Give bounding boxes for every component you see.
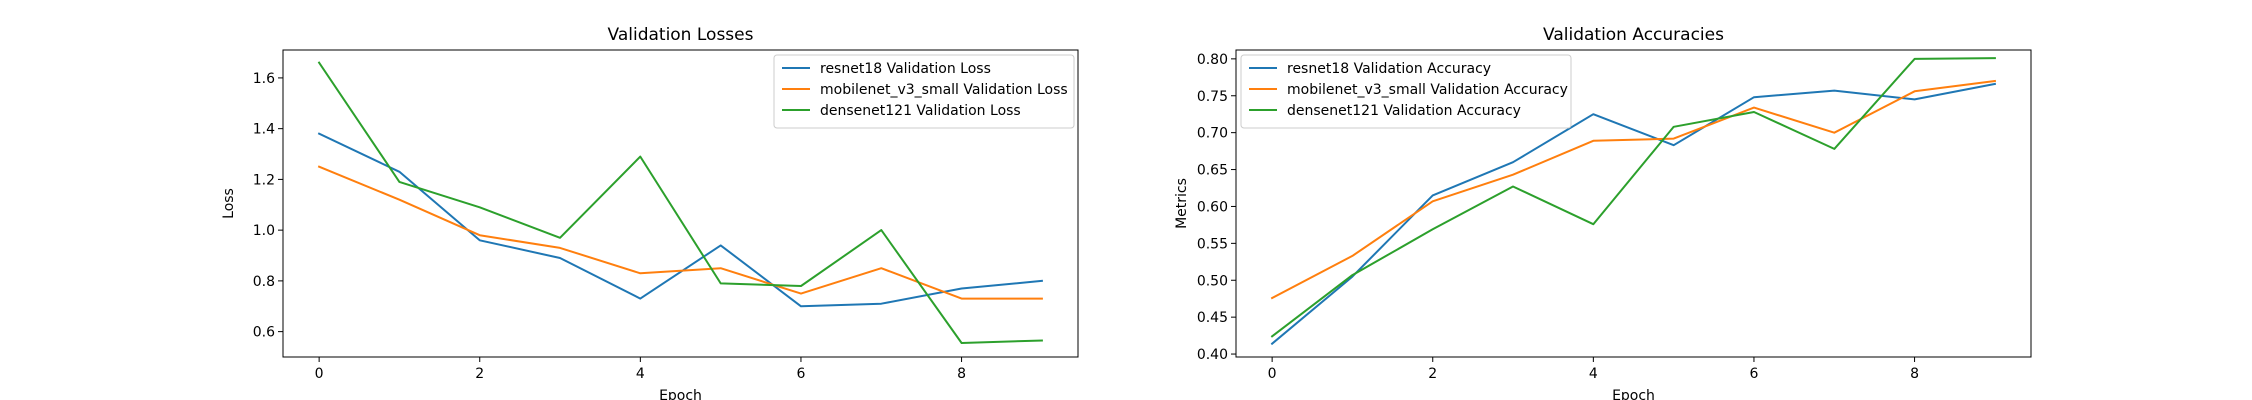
series-line-2 (317, 61, 1043, 344)
x-tick-label: 2 (475, 366, 484, 382)
legend-label-0: resnet18 Validation Accuracy (1287, 61, 1491, 77)
y-tick-label: 1.0 (253, 223, 275, 239)
y-tick-label: 0.80 (1197, 52, 1228, 68)
legend-box (773, 54, 1075, 129)
series-line-0 (1270, 82, 1997, 346)
x-tick-label: 8 (957, 366, 966, 382)
x-tick-label: 6 (1749, 366, 1758, 382)
series-line-0 (317, 132, 1043, 308)
x-tick-label: 6 (796, 366, 805, 382)
chart-title: Validation Accuracies (1543, 25, 1724, 45)
series-line-2 (1270, 57, 1996, 338)
legend-label-2: densenet121 Validation Loss (820, 103, 1021, 119)
legend-label-2: densenet121 Validation Accuracy (1287, 103, 1521, 119)
legend-label-1: mobilenet_v3_small Validation Loss (820, 82, 1068, 98)
y-tick-label: 0.50 (1197, 273, 1228, 289)
x-tick-label: 8 (1910, 366, 1919, 382)
y-tick-label: 0.55 (1197, 236, 1228, 252)
y-tick-label: 0.8 (253, 274, 275, 290)
legend: resnet18 Validation Loss mobilenet_v3_sma… (773, 54, 1075, 129)
y-tick-label: 0.70 (1197, 126, 1228, 142)
y-tick-label: 0.40 (1197, 347, 1228, 363)
x-tick-label: 4 (636, 366, 645, 382)
y-tick-label: 0.65 (1197, 163, 1228, 179)
validation-losses-chart: 0 2 4 6 8 0.6 0.8 1.0 1.2 1.4 1.6 Validation Losses… (221, 25, 1079, 400)
y-tick-label: 1.6 (253, 71, 275, 87)
y-tick-label: 1.2 (253, 172, 275, 188)
y-axis-label: Metrics (1174, 178, 1190, 229)
y-tick-label: 0.6 (253, 325, 275, 341)
series-line-1 (317, 165, 1043, 300)
series-line-1 (1270, 79, 1997, 300)
plot-frame (282, 49, 1079, 358)
x-tick-label: 0 (1268, 366, 1277, 382)
legend-label-0: resnet18 Validation Loss (820, 61, 991, 77)
x-tick-label: 4 (1589, 366, 1598, 382)
x-axis-label: Epoch (1612, 388, 1655, 400)
x-tick-label: 2 (1428, 366, 1437, 382)
validation-accuracies-chart: 0 2 4 6 8 0.40 0.45 0.50 0.55 0.60 0.65 0.70 0.75 0.8… (1174, 25, 2032, 400)
legend-label-1: mobilenet_v3_small Validation Accuracy (1287, 82, 1568, 98)
y-tick-label: 0.45 (1197, 310, 1228, 326)
y-tick-label: 0.60 (1197, 199, 1228, 215)
y-axis-label: Loss (221, 188, 237, 219)
y-tick-label: 0.75 (1197, 89, 1228, 105)
legend-box (1240, 54, 1572, 129)
x-axis-label: Epoch (659, 388, 702, 400)
plot-frame (1235, 49, 2032, 358)
chart-title: Validation Losses (608, 25, 754, 45)
x-tick-label: 0 (315, 366, 324, 382)
legend: resnet18 Validation Accuracy mobilenet_v3… (1240, 54, 1572, 129)
y-tick-label: 1.4 (253, 122, 275, 138)
